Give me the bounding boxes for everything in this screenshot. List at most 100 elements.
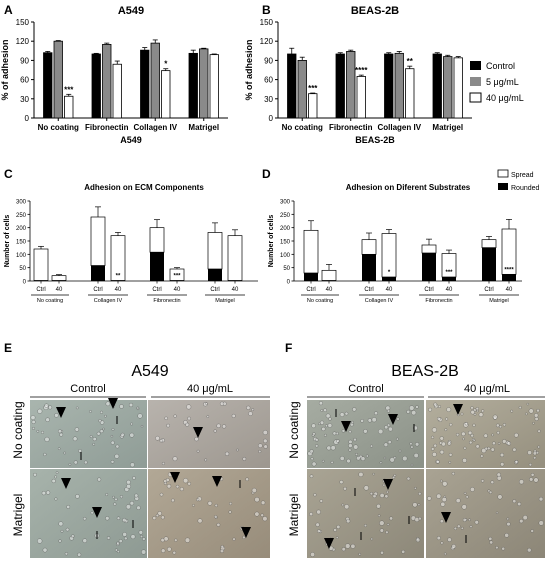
cell-dot <box>348 443 353 448</box>
cell-dot <box>411 410 417 416</box>
cell-dot <box>386 523 390 526</box>
cell-dot <box>385 530 389 534</box>
bar-2-spread <box>361 239 377 255</box>
cell-dot <box>374 411 378 416</box>
cell-dot <box>82 538 88 544</box>
cell-dot <box>536 408 540 413</box>
arrowhead-icon <box>61 478 71 489</box>
cell-dot <box>37 538 43 544</box>
panel-letter-d: D <box>262 167 271 181</box>
cell-dot <box>499 452 505 458</box>
cell-texture-e <box>30 401 268 557</box>
cell-dot <box>155 513 160 518</box>
cell-dot <box>533 477 539 483</box>
cell-dot <box>105 493 109 497</box>
legend-label-40ug: 40 μg/mL <box>486 93 524 103</box>
cell-dot <box>316 509 321 515</box>
bar-matrigel-5-g-ml <box>443 56 453 119</box>
cell-dot <box>461 431 466 437</box>
cell-dot <box>126 479 131 485</box>
cell-dot <box>128 402 134 408</box>
y-tick-label: 250 <box>16 213 27 219</box>
cell-dot <box>462 518 467 522</box>
cell-dot <box>470 406 474 410</box>
cell-dot <box>136 406 140 410</box>
y-tick-label: 150 <box>280 240 291 246</box>
cell-dot <box>527 547 532 553</box>
cell-dot <box>519 518 524 524</box>
cell-dot <box>64 552 69 556</box>
panel-f-col-treated: 40 μg/mL <box>464 383 510 395</box>
cell-dot <box>206 415 210 418</box>
cell-dot <box>37 408 43 414</box>
category-label: Ctrl <box>424 287 433 293</box>
cell-dot <box>358 471 364 478</box>
category-label: Ctrl <box>36 287 45 293</box>
cell-dot <box>99 429 104 434</box>
cell-dot <box>496 431 500 435</box>
cell-dot <box>502 439 507 444</box>
cell-dot <box>219 548 225 554</box>
category-label-collagen-iv: Collagen IV <box>377 123 421 132</box>
significance-label: *** <box>64 85 74 94</box>
significance-label: *** <box>308 84 318 93</box>
cell-dot <box>517 501 522 507</box>
cell-dot <box>504 532 510 538</box>
cell-dot <box>487 489 491 493</box>
cell-dot <box>474 520 479 525</box>
category-label-fibronectin: Fibronectin <box>85 123 129 132</box>
chart-title: Adhesion on ECM Components <box>84 183 204 192</box>
category-label: Ctrl <box>484 287 493 293</box>
bar-0-spread <box>33 248 49 281</box>
cell-dot <box>159 492 164 497</box>
bar-collagen-iv-40-g-ml <box>405 68 415 119</box>
cell-dot <box>476 409 479 413</box>
category-label-fibronectin: Fibronectin <box>329 123 373 132</box>
cell-dot <box>57 429 62 434</box>
cell-dot <box>116 516 121 520</box>
cell-dot <box>335 536 339 539</box>
cell-dot <box>497 494 503 500</box>
cell-dot <box>433 443 438 448</box>
cell-dot <box>126 483 132 489</box>
cell-dot <box>348 430 352 434</box>
y-tick-label: 150 <box>260 18 274 27</box>
cell-dot <box>447 441 452 446</box>
group-label-collagen-iv: Collagen IV <box>94 298 123 304</box>
x-axis-label: BEAS-2B <box>355 135 395 145</box>
y-tick-label: 50 <box>19 266 26 272</box>
panel-e-row-top: No coating <box>11 401 25 458</box>
significance-label: *** <box>173 273 181 279</box>
cell-dot <box>92 443 96 446</box>
cell-dot <box>310 457 314 461</box>
cell-dot <box>157 511 162 516</box>
cell-dot <box>98 419 102 423</box>
small-arrows-e <box>80 416 241 539</box>
cell-dot <box>325 424 328 428</box>
cell-dot <box>242 456 247 461</box>
category-label: 40 <box>115 287 122 293</box>
cell-dot <box>492 441 496 446</box>
cell-dot <box>125 504 131 510</box>
cell-dot <box>179 487 184 492</box>
cell-dot <box>44 436 50 442</box>
cell-dot <box>451 471 455 476</box>
cell-dot <box>457 524 461 529</box>
cell-dot <box>312 432 316 436</box>
cell-dot <box>488 536 493 541</box>
cell-dot <box>152 516 157 521</box>
arrowhead-icon <box>108 398 118 409</box>
cell-dot <box>110 434 114 438</box>
cell-dot <box>463 491 467 495</box>
cell-dot <box>197 518 203 524</box>
cell-dot <box>341 429 346 433</box>
cell-dot <box>54 475 58 479</box>
cell-dot <box>333 439 339 445</box>
cell-dot <box>496 472 501 477</box>
bar-6-spread <box>207 232 223 270</box>
cell-dot <box>171 498 175 503</box>
cell-dot <box>379 528 384 533</box>
cell-dot <box>401 549 406 554</box>
cell-dot <box>365 454 369 458</box>
cell-dot <box>512 499 517 504</box>
